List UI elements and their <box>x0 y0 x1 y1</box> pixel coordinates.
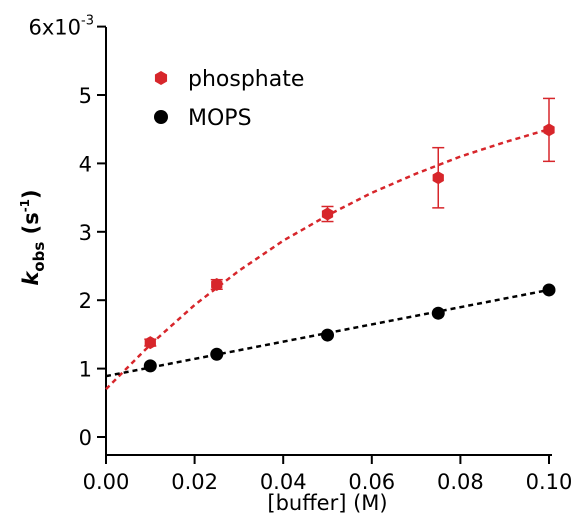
data-point-mops <box>210 347 224 361</box>
data-point-phosphate <box>432 171 444 185</box>
x-tick-label: 0.10 <box>526 470 573 494</box>
legend-marker-mops <box>154 110 168 124</box>
data-point-phosphate <box>543 123 555 137</box>
legend: phosphate MOPS <box>154 67 304 131</box>
legend-marker-phosphate <box>154 71 168 85</box>
y-tick-label-top: 6x10-3 <box>29 14 94 40</box>
x-tick-label: 0.06 <box>348 470 395 494</box>
x-tick-label: 0.04 <box>260 470 307 494</box>
fit-lines <box>105 128 550 391</box>
data-point-phosphate <box>211 277 223 291</box>
x-tick-label: 0.02 <box>171 470 218 494</box>
data-point-mops <box>542 283 556 297</box>
data-point-phosphate <box>144 336 156 350</box>
legend-label-phosphate: phosphate <box>188 67 304 92</box>
y-ticks: 0 1 2 3 4 5 <box>79 25 106 450</box>
data-points <box>143 123 556 373</box>
data-point-mops <box>143 359 157 373</box>
y-tick-label: 2 <box>79 289 92 313</box>
axes <box>105 27 552 456</box>
y-tick-label: 5 <box>79 84 92 108</box>
x-tick-label: 0.08 <box>437 470 484 494</box>
data-point-mops <box>321 328 334 342</box>
legend-label-mops: MOPS <box>188 106 252 131</box>
error-bars <box>144 97 555 347</box>
data-point-mops <box>431 306 445 320</box>
y-tick-label: 4 <box>79 152 92 176</box>
y-tick-label: 1 <box>79 358 92 382</box>
x-tick-label: 0.00 <box>83 470 130 494</box>
y-axis-title: kobs (s-1) <box>18 189 48 285</box>
x-ticks: 0.00 0.02 0.04 0.06 0.08 0.10 <box>83 455 573 494</box>
fit-line-phosphate <box>105 128 550 391</box>
y-tick-label: 3 <box>79 221 92 245</box>
y-tick-label: 0 <box>79 426 92 450</box>
x-axis-title: [buffer] (M) <box>267 491 387 515</box>
data-point-phosphate <box>321 207 334 221</box>
